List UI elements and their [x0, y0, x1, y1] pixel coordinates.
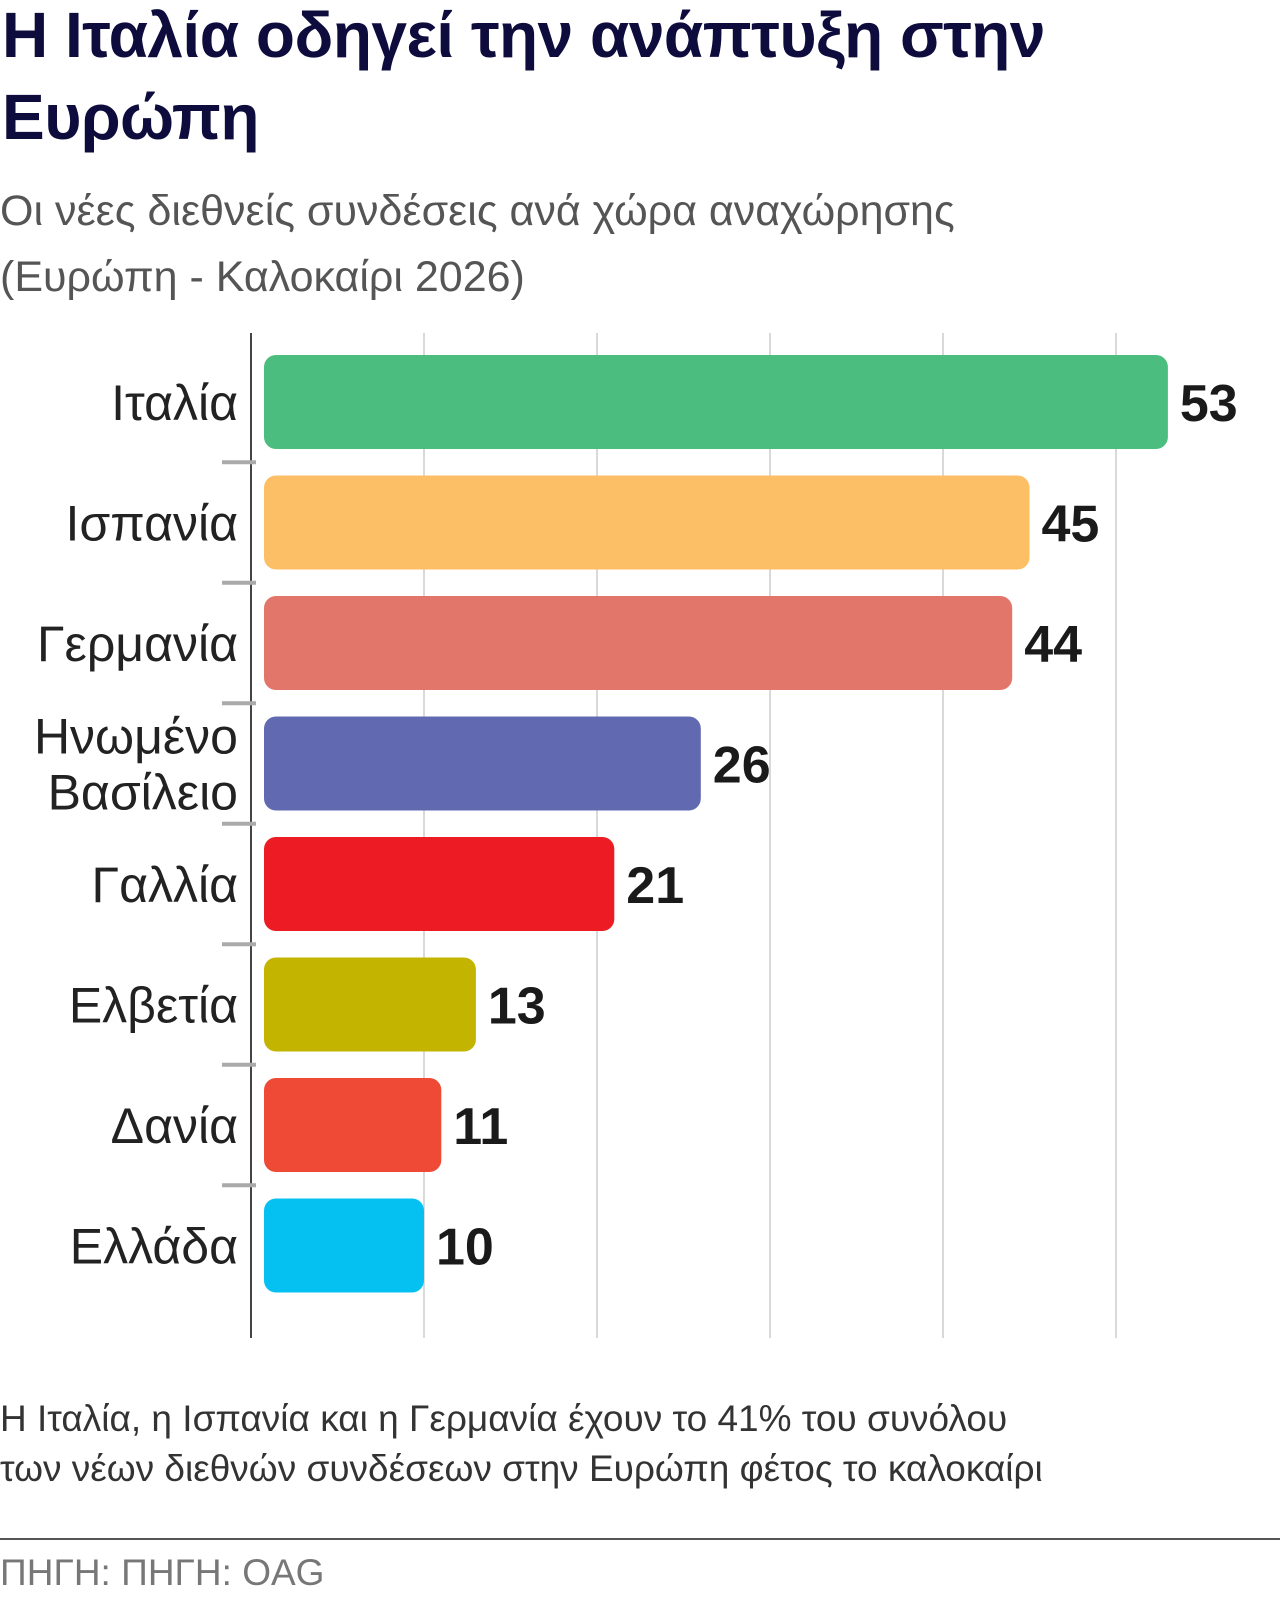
bar — [264, 596, 1013, 690]
data-label: 10 — [436, 1219, 494, 1277]
data-label: 44 — [1024, 616, 1082, 674]
data-label: 11 — [453, 1098, 508, 1156]
category-label: Γερμανία — [37, 616, 238, 672]
category-label: Ελλάδα — [70, 1219, 238, 1275]
category-label: Δανία — [111, 1098, 238, 1154]
data-label: 26 — [713, 737, 771, 795]
chart-subtitle: Οι νέες διεθνείς συνδέσεις ανά χώρα αναχ… — [0, 178, 1270, 310]
subtitle-line-1: Οι νέες διεθνείς συνδέσεις ανά χώρα αναχ… — [0, 187, 955, 235]
chart-title: Η Ιταλία οδηγεί την ανάπτυξη στην Ευρώπη — [2, 0, 1045, 153]
divider — [0, 1538, 1280, 1540]
bar — [264, 475, 1030, 570]
category-label: Βασίλειο — [48, 765, 238, 821]
source-credit: ΠΗΓΗ: ΠΗΓΗ: OAG — [0, 1552, 325, 1593]
bar-chart: Ιταλία 53 Ισπανία 45 Γερμανία 44 ΗνωμένοΒασίλε… — [34, 333, 1238, 1338]
footnote-line-2: των νέων διεθνών συνδέσεων στην Ευρώπη φ… — [0, 1448, 1043, 1489]
bar — [264, 1078, 442, 1172]
footnote: Η Ιταλία, η Ισπανία και η Γερμανία έχουν… — [0, 1394, 1270, 1494]
bar — [264, 1198, 424, 1293]
data-label: 21 — [626, 857, 684, 915]
data-label: 45 — [1042, 496, 1100, 554]
bar — [264, 355, 1168, 449]
category-label: Ηνωμένο — [34, 709, 238, 765]
category-label: Ισπανία — [66, 496, 238, 552]
category-label: Ελβετία — [69, 978, 238, 1034]
category-label: Γαλλία — [92, 857, 238, 913]
footnote-line-1: Η Ιταλία, η Ισπανία και η Γερμανία έχουν… — [0, 1398, 1008, 1439]
subtitle-line-2: (Ευρώπη - Καλοκαίρι 2026) — [0, 253, 525, 301]
bar — [264, 716, 701, 811]
bar — [264, 957, 476, 1052]
bar — [264, 837, 615, 931]
data-label: 53 — [1180, 375, 1238, 433]
category-label: Ιταλία — [111, 375, 238, 431]
data-label: 13 — [488, 978, 546, 1036]
